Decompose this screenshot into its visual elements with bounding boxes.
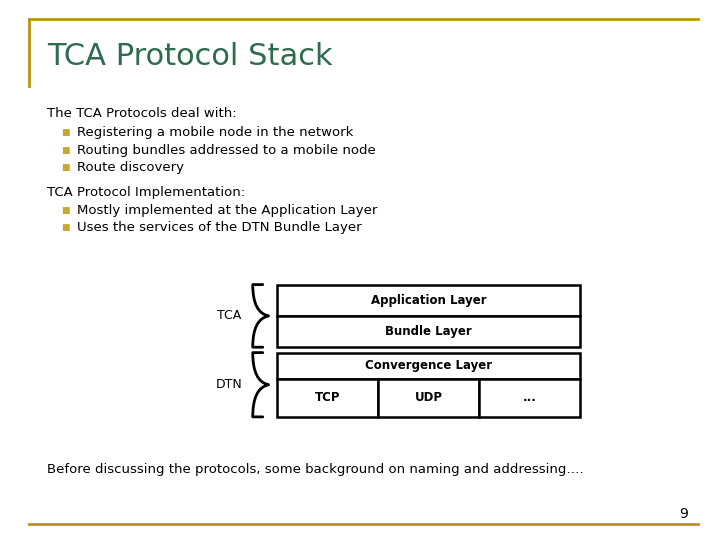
Text: TCP: TCP: [315, 391, 341, 404]
Text: Registering a mobile node in the network: Registering a mobile node in the network: [77, 126, 354, 139]
Text: ■: ■: [61, 128, 70, 137]
Text: TCA Protocol Implementation:: TCA Protocol Implementation:: [47, 186, 245, 199]
Text: ■: ■: [61, 224, 70, 232]
Text: TCA Protocol Stack: TCA Protocol Stack: [47, 42, 333, 71]
Bar: [277, 285, 580, 316]
Text: Bundle Layer: Bundle Layer: [385, 325, 472, 338]
Text: The TCA Protocols deal with:: The TCA Protocols deal with:: [47, 107, 236, 120]
Text: ■: ■: [61, 164, 70, 172]
Bar: [277, 316, 580, 347]
Text: Uses the services of the DTN Bundle Layer: Uses the services of the DTN Bundle Laye…: [77, 221, 361, 234]
Text: Convergence Layer: Convergence Layer: [365, 359, 492, 372]
Text: Mostly implemented at the Application Layer: Mostly implemented at the Application La…: [77, 204, 377, 217]
Text: Route discovery: Route discovery: [77, 161, 184, 174]
Text: UDP: UDP: [415, 391, 442, 404]
Text: Before discussing the protocols, some background on naming and addressing….: Before discussing the protocols, some ba…: [47, 463, 583, 476]
Text: ■: ■: [61, 206, 70, 214]
Bar: [378, 379, 479, 417]
Text: TCA: TCA: [217, 309, 241, 322]
Text: Application Layer: Application Layer: [371, 294, 486, 307]
Text: 9: 9: [679, 507, 688, 521]
Text: DTN: DTN: [215, 378, 243, 392]
Text: ...: ...: [522, 391, 536, 404]
Text: Routing bundles addressed to a mobile node: Routing bundles addressed to a mobile no…: [77, 144, 376, 157]
Bar: [277, 353, 580, 379]
Bar: [479, 379, 580, 417]
Bar: [277, 379, 378, 417]
Text: ■: ■: [61, 146, 70, 154]
